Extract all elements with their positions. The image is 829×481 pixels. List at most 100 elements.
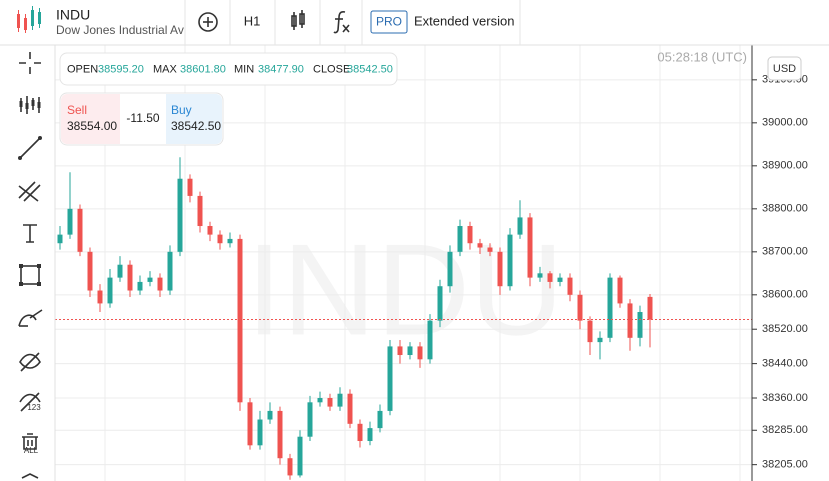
- candle-body: [267, 410, 273, 420]
- candle-body: [467, 226, 473, 244]
- hide-labels-tool[interactable]: [19, 392, 41, 412]
- logo: [17, 6, 41, 33]
- candle-body: [157, 277, 163, 291]
- crosshair-tool[interactable]: [19, 52, 41, 74]
- remove-all-tool[interactable]: [22, 433, 38, 450]
- shape-tool[interactable]: [19, 264, 41, 286]
- min-value: 38477.90: [258, 63, 304, 75]
- brush-tool[interactable]: [18, 309, 43, 327]
- candle-body: [247, 402, 253, 446]
- currency[interactable]: USD: [773, 63, 796, 75]
- candle-body: [577, 294, 583, 321]
- min-label: MIN: [234, 63, 254, 75]
- candle-body: [377, 410, 383, 429]
- candle-body: [297, 436, 303, 476]
- pro-badge-box[interactable]: [370, 10, 408, 34]
- candle-body: [407, 346, 413, 356]
- candle-body: [187, 178, 193, 196]
- pro-badge[interactable]: PRO: [376, 15, 402, 29]
- hide-labels-text: 123: [27, 403, 41, 412]
- add-button[interactable]: [198, 12, 218, 32]
- candle-body: [327, 398, 333, 407]
- candle-body: [167, 251, 173, 291]
- indicators-button[interactable]: [333, 11, 350, 34]
- candle-body: [177, 178, 183, 252]
- candle-body: [607, 277, 613, 338]
- max-value: 38601.80: [180, 63, 226, 75]
- candle-body: [67, 208, 73, 235]
- candle-body: [117, 264, 123, 278]
- candle-body: [557, 277, 563, 282]
- buy-label[interactable]: Buy: [171, 103, 192, 117]
- candle-body: [77, 208, 83, 252]
- candle-body: [277, 410, 283, 459]
- y-tick-label: 38360.00: [762, 392, 808, 404]
- indicator-tool[interactable]: [19, 96, 41, 114]
- candle-body: [457, 226, 463, 252]
- y-tick-label: 38520.00: [762, 323, 808, 335]
- sell-label[interactable]: Sell: [67, 103, 87, 117]
- candle-body: [637, 312, 643, 338]
- candle-body: [427, 320, 433, 360]
- candle-body: [447, 251, 453, 287]
- y-tick-label: 38600.00: [762, 289, 808, 301]
- candle-body: [367, 428, 373, 442]
- currency-box[interactable]: [767, 56, 802, 81]
- candle-body: [647, 296, 653, 320]
- more-tools[interactable]: [21, 473, 39, 479]
- buy-price[interactable]: 38542.50: [171, 119, 221, 133]
- close-value: 38542.50: [347, 63, 393, 75]
- close-label: CLOSE: [313, 63, 350, 75]
- candle-body: [347, 393, 353, 424]
- candle-body: [337, 393, 343, 407]
- candle-body: [97, 290, 103, 304]
- symbol[interactable]: INDU: [56, 7, 90, 23]
- candle-body: [547, 273, 553, 282]
- candle-body: [107, 277, 113, 304]
- candle-body: [497, 251, 503, 287]
- candle-body: [87, 251, 93, 291]
- candle-body: [57, 234, 63, 244]
- hide-drawings-tool[interactable]: [19, 352, 41, 372]
- y-tick-label: 38700.00: [762, 246, 808, 258]
- y-tick-label: 38900.00: [762, 160, 808, 172]
- candle-body: [587, 320, 593, 343]
- watermark: INDU: [246, 216, 564, 362]
- candle-body: [437, 286, 443, 321]
- candle-body: [357, 423, 363, 442]
- candle-body: [137, 281, 143, 291]
- candle-body: [227, 238, 233, 244]
- remove-all-text: ALL: [24, 446, 39, 455]
- y-tick-label: 38440.00: [762, 358, 808, 370]
- open-value: 38595.20: [98, 63, 144, 75]
- y-tick-label: 38800.00: [762, 203, 808, 215]
- candle-body: [477, 243, 483, 248]
- candle-body: [617, 277, 623, 304]
- timeframe-button[interactable]: H1: [244, 13, 261, 28]
- candle-body: [317, 398, 323, 403]
- clock: 05:28:18 (UTC): [657, 49, 747, 64]
- candle-body: [537, 273, 543, 278]
- y-tick-label: 39000.00: [762, 117, 808, 129]
- trend-line-tool[interactable]: [18, 136, 42, 160]
- fibonacci-tool[interactable]: [18, 181, 41, 202]
- candle-body: [307, 402, 313, 437]
- sell-button[interactable]: [61, 94, 120, 144]
- spread: -11.50: [126, 111, 159, 125]
- candle-body: [147, 277, 153, 282]
- buy-button[interactable]: [166, 94, 222, 144]
- candle-body: [597, 337, 603, 343]
- candle-body: [527, 217, 533, 278]
- y-tick-label: 38285.00: [762, 424, 808, 436]
- candle-body: [507, 234, 513, 287]
- text-tool[interactable]: [23, 224, 37, 243]
- candle-body: [487, 247, 493, 252]
- extended-version[interactable]: Extended version: [414, 13, 514, 28]
- candle-body: [237, 238, 243, 403]
- chart-type-button[interactable]: [291, 10, 305, 30]
- candle-body: [397, 346, 403, 356]
- sell-price[interactable]: 38554.00: [67, 119, 117, 133]
- candle-body: [567, 277, 573, 295]
- candle-body: [287, 458, 293, 476]
